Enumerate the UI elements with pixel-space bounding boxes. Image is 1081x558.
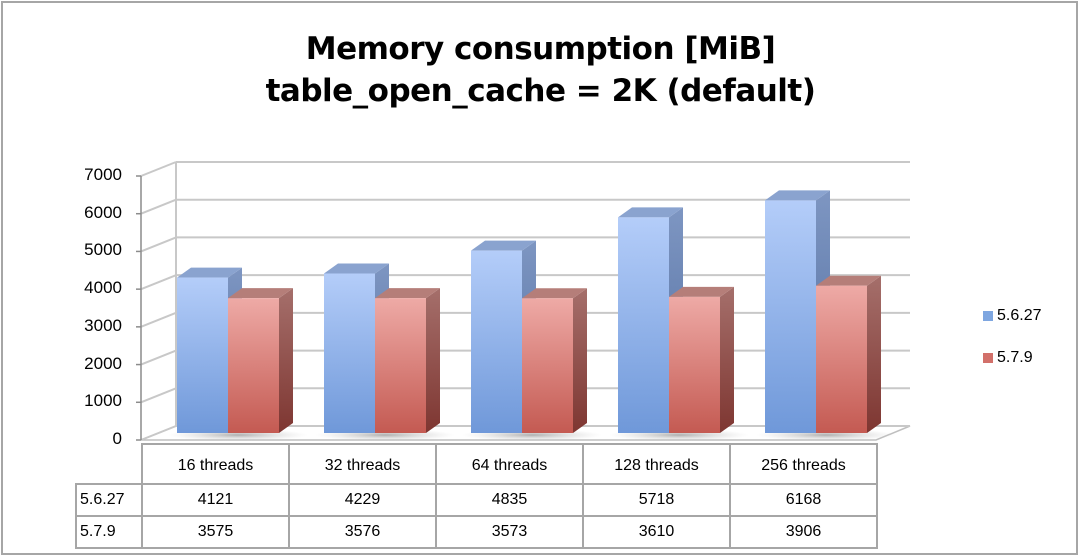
y-tick-label: 3000 <box>84 315 122 335</box>
table-cell: 3610 <box>582 515 731 549</box>
table-cell: 4121 <box>141 483 290 517</box>
chart-title-line-2: table_open_cache = 2K (default) <box>265 73 816 109</box>
y-tick-label: 2000 <box>84 353 122 373</box>
row-header: 5.6.27 <box>75 483 143 517</box>
column-header: 32 threads <box>288 443 437 485</box>
column-header: 64 threads <box>435 443 584 485</box>
legend-swatch-red-icon <box>983 353 993 363</box>
legend-label: 5.6.27 <box>997 307 1042 324</box>
bars <box>168 190 896 441</box>
legend-item-5-7-9: 5.7.9 <box>983 348 1041 368</box>
column-header: 256 threads <box>729 443 878 485</box>
table-cell: 4229 <box>288 483 437 517</box>
table-cell: 6168 <box>729 483 878 517</box>
y-tick-label: 6000 <box>84 202 122 222</box>
y-tick-label: 1000 <box>84 391 122 411</box>
table-cell: 4835 <box>435 483 584 517</box>
data-table-corner <box>76 444 143 485</box>
row-header: 5.7.9 <box>75 515 143 549</box>
data-table: 16 threads 32 threads 64 threads 128 thr… <box>75 443 878 549</box>
table-cell: 3575 <box>141 515 290 549</box>
legend-swatch-blue-icon <box>983 311 993 321</box>
table-cell: 3576 <box>288 515 437 549</box>
legend: 5.6.27 5.7.9 <box>983 306 1041 390</box>
y-tick-label: 5000 <box>84 240 122 260</box>
table-cell: 5718 <box>582 483 731 517</box>
chart-title: Memory consumption [MiB] table_open_cach… <box>0 28 1081 112</box>
table-row: 5.7.9 3575 3576 3573 3610 3906 <box>75 515 878 549</box>
column-header: 16 threads <box>141 443 290 485</box>
chart-title-line-1: Memory consumption [MiB] <box>305 31 776 67</box>
table-cell: 3573 <box>435 515 584 549</box>
y-tick-label: 4000 <box>84 278 122 298</box>
legend-label: 5.7.9 <box>997 349 1033 366</box>
column-header: 128 threads <box>582 443 731 485</box>
table-cell: 3906 <box>729 515 878 549</box>
y-tick-label: 0 <box>112 429 122 448</box>
data-table-header: 16 threads 32 threads 64 threads 128 thr… <box>76 443 878 485</box>
legend-item-5-6-27: 5.6.27 <box>983 306 1041 326</box>
table-row: 5.6.27 4121 4229 4835 5718 6168 <box>75 483 878 517</box>
y-tick-label: 7000 <box>84 165 122 184</box>
